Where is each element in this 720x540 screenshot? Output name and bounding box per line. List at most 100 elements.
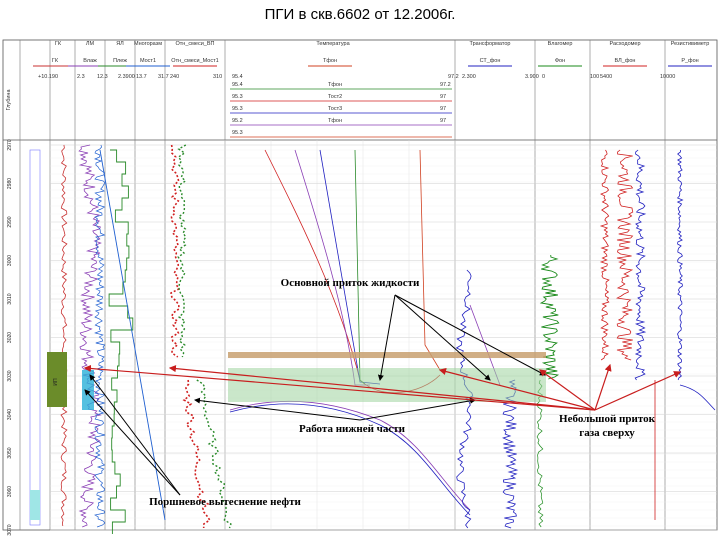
curve-mnogorazm bbox=[99, 149, 166, 521]
depth-tick-label: 3050 bbox=[7, 447, 13, 458]
arrow-gas-3 bbox=[438, 368, 596, 411]
track-header-5: Температура bbox=[316, 41, 350, 47]
depth-tick-label: 3030 bbox=[7, 370, 13, 381]
depth-tick-label: 2970 bbox=[7, 139, 13, 150]
curve-flow-2 bbox=[616, 149, 634, 361]
arrow-gas-2 bbox=[168, 365, 596, 411]
header-value: 5400 bbox=[600, 74, 612, 80]
track-header-0: ГК bbox=[55, 41, 62, 47]
curve-transformer-2 bbox=[502, 379, 519, 529]
curve-resist-2 bbox=[679, 384, 716, 411]
temp-row-max: 97 bbox=[440, 94, 446, 100]
depth-tick-label: 2980 bbox=[7, 178, 13, 189]
curve-gk bbox=[60, 144, 68, 527]
perforation-marker bbox=[47, 352, 67, 407]
curve-temp-6 bbox=[229, 400, 471, 511]
track-header-6: Трансформатор bbox=[470, 41, 511, 47]
arrow-gas-4 bbox=[539, 369, 596, 411]
track-header-3: Многоразм bbox=[134, 41, 162, 47]
arrow-gas-6 bbox=[594, 371, 682, 411]
track-curve-name: СТ_фон bbox=[480, 58, 501, 64]
temp-row-min: 95.2 bbox=[232, 118, 243, 124]
track-header-8: Расходомер bbox=[609, 41, 640, 47]
track-curve-name: Р_фон bbox=[681, 58, 698, 64]
top-interval-band bbox=[228, 352, 546, 358]
temp-row-min: 95.3 bbox=[232, 130, 243, 136]
header-value: 10000 bbox=[660, 74, 675, 80]
temp-row-curve: Тфон bbox=[328, 82, 342, 88]
curve-lm2 bbox=[94, 144, 106, 528]
column-marker bbox=[29, 149, 41, 526]
depth-tick-label: 3060 bbox=[7, 486, 13, 497]
track-curve-name: Влаж bbox=[83, 58, 97, 64]
annotation-3: Поршневое вытеснение нефти bbox=[149, 496, 301, 508]
track-curve-name: ВЛ_фон bbox=[615, 58, 636, 64]
curve-temp-2 bbox=[294, 149, 370, 386]
temp-row-min: 95.3 bbox=[232, 94, 243, 100]
arrow-gas-5 bbox=[594, 363, 612, 411]
depth-tick-label: 3070 bbox=[7, 524, 13, 535]
arrow-lower-1 bbox=[194, 397, 361, 421]
depth-tick-label: 3040 bbox=[7, 409, 13, 420]
oil-marker bbox=[82, 370, 94, 410]
track-curve-name: Фон bbox=[555, 58, 565, 64]
curve-temp-4 bbox=[354, 149, 366, 385]
depth-tick-label: 2990 bbox=[7, 216, 13, 227]
temp-row-curve: Тост3 bbox=[328, 106, 342, 112]
curve-lm bbox=[78, 144, 102, 528]
header-value: 240 bbox=[170, 74, 179, 80]
chart-title: ПГИ в скв.6602 от 12.2006г. bbox=[264, 6, 456, 23]
curve-temp-3 bbox=[319, 149, 381, 385]
curve-flow-3 bbox=[634, 149, 647, 381]
track-curve-name: Тфон bbox=[323, 58, 337, 64]
track-curve-name: ГК bbox=[52, 58, 59, 64]
curve-otn-smesi-green bbox=[177, 144, 187, 358]
curve-otn-smesi-1 bbox=[170, 144, 180, 358]
depth-tick-label: 3020 bbox=[7, 332, 13, 343]
column-marker-cyan bbox=[30, 490, 40, 520]
depth-axis-label: Глубина bbox=[6, 89, 12, 111]
header-value: 31.7 bbox=[158, 74, 169, 80]
temp-row-max: 97.2 bbox=[440, 82, 451, 88]
track-header-4: Отн_смеси_ВП bbox=[176, 41, 215, 47]
curve-flow-1 bbox=[599, 149, 610, 361]
temp-row-min: 95.3 bbox=[232, 106, 243, 112]
header-value: 95.4 bbox=[232, 74, 243, 80]
header-value: 3.900 bbox=[525, 74, 539, 80]
header-value: 97.2 bbox=[448, 74, 459, 80]
track-curve-name: Плеж bbox=[113, 58, 127, 64]
arrow-piston-2 bbox=[84, 389, 181, 496]
header-value: 2.300 bbox=[462, 74, 476, 80]
annotation-line: Небольшой приток bbox=[559, 413, 656, 425]
arrow-piston-1 bbox=[89, 374, 181, 496]
annotation-2: Небольшой приток газа сверху bbox=[559, 413, 656, 439]
annotation-0: Основной приток жидкости bbox=[281, 277, 420, 289]
arrow-main-3 bbox=[394, 294, 546, 376]
track-header-9: Резистивиметр bbox=[671, 41, 710, 47]
header-value: 2.3 bbox=[77, 74, 85, 80]
header-value: 12.3 bbox=[97, 74, 108, 80]
track-curve-name: Отн_смеси_Мост1 bbox=[171, 58, 218, 64]
track-header-7: Влагомер bbox=[548, 41, 573, 47]
track-header-1: ЛМ bbox=[86, 41, 95, 47]
curve-vlagomer bbox=[539, 254, 560, 380]
perforation-band bbox=[228, 368, 546, 402]
annotation-line: газа сверху bbox=[579, 427, 635, 439]
arrow-main-2 bbox=[394, 294, 491, 381]
arrow-gas-1 bbox=[83, 364, 596, 411]
arrow-main-1 bbox=[377, 294, 396, 381]
header-value: 2.3900 bbox=[118, 74, 135, 80]
annotation-1: Работа нижней части bbox=[299, 423, 406, 435]
curve-otn-smesi-green2 bbox=[196, 379, 232, 529]
header-value: 310 bbox=[213, 74, 222, 80]
curve-resist bbox=[676, 149, 684, 381]
temp-row-curve: Тост2 bbox=[328, 94, 342, 100]
curve-vlagomer-2 bbox=[536, 379, 544, 528]
temp-row-max: 97 bbox=[440, 106, 446, 112]
depth-tick-label: 3000 bbox=[7, 255, 13, 266]
header-value: +10.190 bbox=[38, 74, 58, 80]
curve-yal bbox=[108, 149, 134, 534]
track-curve-name: Мост1 bbox=[140, 58, 156, 64]
curve-temp-7 bbox=[229, 403, 471, 516]
header-value: 13.7 bbox=[136, 74, 147, 80]
